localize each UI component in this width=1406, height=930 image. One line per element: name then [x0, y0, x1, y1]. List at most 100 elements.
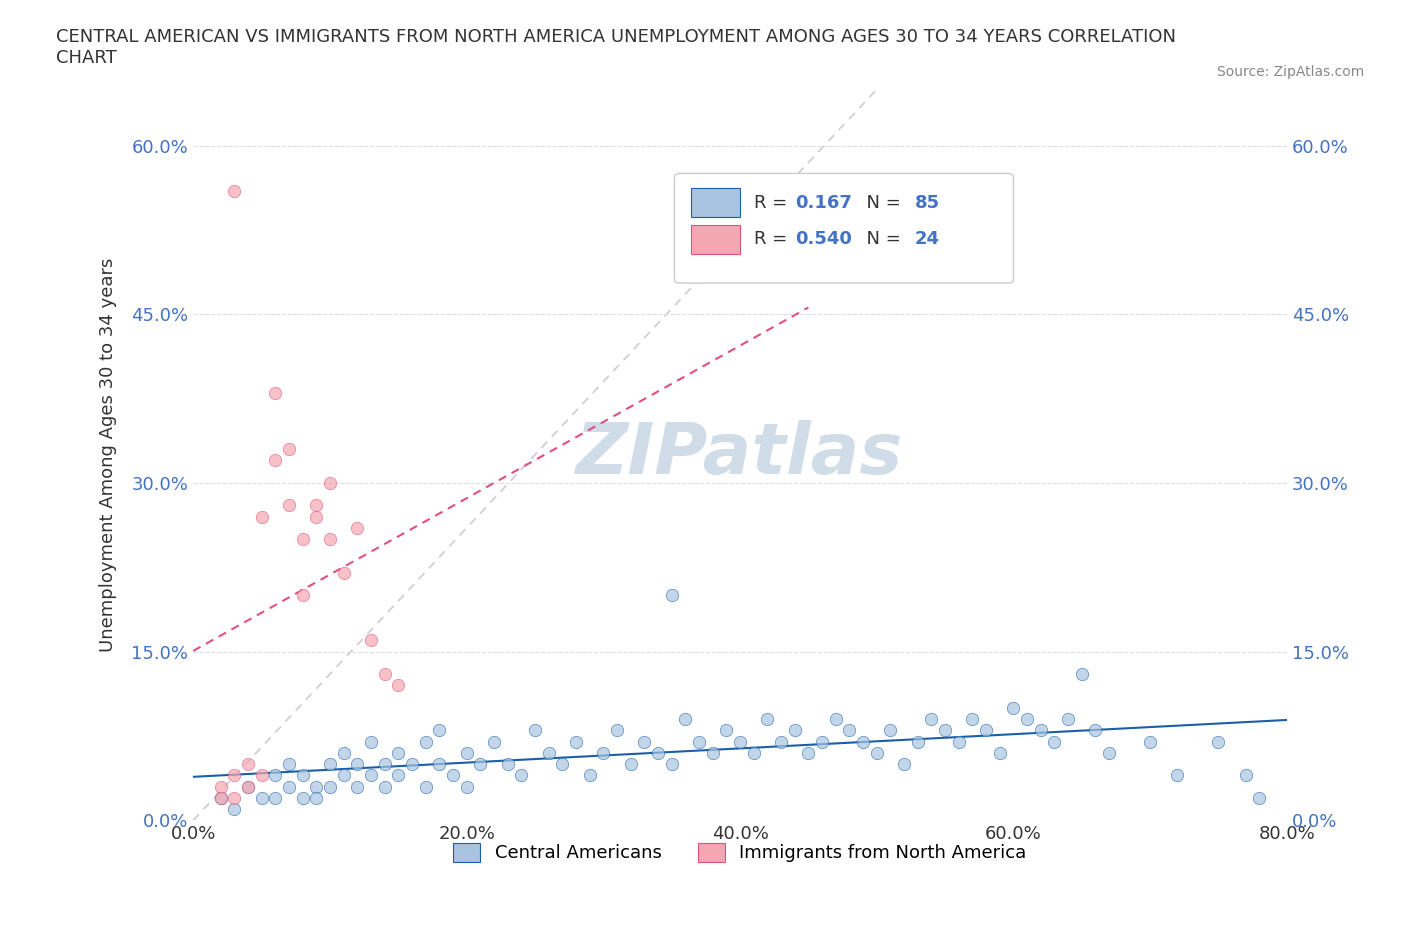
- FancyBboxPatch shape: [690, 225, 740, 254]
- Point: [277, 779, 299, 794]
- Point: [1084, 723, 1107, 737]
- Point: [264, 453, 287, 468]
- Point: [1057, 711, 1080, 726]
- Point: [305, 790, 328, 805]
- Point: [415, 734, 437, 749]
- Point: [305, 498, 328, 512]
- Point: [620, 757, 643, 772]
- Text: R =: R =: [754, 193, 793, 212]
- Point: [1070, 667, 1092, 682]
- Text: CENTRAL AMERICAN VS IMMIGRANTS FROM NORTH AMERICA UNEMPLOYMENT AMONG AGES 30 TO : CENTRAL AMERICAN VS IMMIGRANTS FROM NORT…: [56, 28, 1177, 67]
- Point: [250, 768, 273, 783]
- Point: [250, 510, 273, 525]
- Point: [456, 779, 478, 794]
- Point: [277, 757, 299, 772]
- Point: [948, 734, 970, 749]
- FancyBboxPatch shape: [690, 188, 740, 218]
- Text: 0.167: 0.167: [794, 193, 852, 212]
- Point: [236, 779, 259, 794]
- Point: [264, 768, 287, 783]
- Point: [592, 745, 614, 760]
- Legend: Central Americans, Immigrants from North America: Central Americans, Immigrants from North…: [446, 836, 1033, 870]
- Point: [360, 734, 382, 749]
- Point: [305, 779, 328, 794]
- Point: [811, 734, 834, 749]
- Point: [879, 723, 901, 737]
- Point: [305, 510, 328, 525]
- Text: 85: 85: [915, 193, 941, 212]
- Point: [1029, 723, 1052, 737]
- Point: [1208, 734, 1230, 749]
- Point: [264, 386, 287, 401]
- Point: [360, 768, 382, 783]
- Point: [728, 734, 751, 749]
- Point: [374, 757, 396, 772]
- Point: [716, 723, 738, 737]
- Point: [688, 734, 710, 749]
- FancyBboxPatch shape: [675, 174, 1014, 283]
- Point: [319, 532, 342, 547]
- Point: [742, 745, 765, 760]
- Point: [1249, 790, 1271, 805]
- Point: [633, 734, 655, 749]
- Text: ZIPatlas: ZIPatlas: [576, 420, 904, 489]
- Point: [291, 532, 314, 547]
- Point: [496, 757, 519, 772]
- Point: [374, 667, 396, 682]
- Point: [482, 734, 505, 749]
- Point: [224, 768, 246, 783]
- Point: [291, 790, 314, 805]
- Point: [565, 734, 588, 749]
- Point: [441, 768, 464, 783]
- Point: [277, 498, 299, 512]
- Point: [1043, 734, 1066, 749]
- Point: [332, 768, 354, 783]
- Point: [934, 723, 956, 737]
- Point: [470, 757, 492, 772]
- Point: [661, 757, 683, 772]
- Point: [537, 745, 560, 760]
- Point: [702, 745, 724, 760]
- Point: [332, 565, 354, 580]
- Point: [250, 790, 273, 805]
- Point: [1139, 734, 1161, 749]
- Point: [291, 588, 314, 603]
- Point: [673, 711, 696, 726]
- Point: [319, 757, 342, 772]
- Point: [893, 757, 915, 772]
- Point: [346, 757, 368, 772]
- Point: [920, 711, 942, 726]
- Point: [387, 745, 409, 760]
- Point: [415, 779, 437, 794]
- Point: [974, 723, 997, 737]
- Point: [578, 768, 600, 783]
- Text: N =: N =: [855, 193, 907, 212]
- Point: [291, 768, 314, 783]
- Point: [209, 779, 232, 794]
- Point: [661, 588, 683, 603]
- Point: [770, 734, 793, 749]
- Point: [346, 779, 368, 794]
- Point: [510, 768, 533, 783]
- Point: [866, 745, 889, 760]
- Point: [236, 757, 259, 772]
- Point: [332, 745, 354, 760]
- Point: [551, 757, 574, 772]
- Point: [524, 723, 547, 737]
- Point: [224, 802, 246, 817]
- Point: [797, 745, 820, 760]
- Point: [1098, 745, 1121, 760]
- Point: [907, 734, 929, 749]
- Point: [988, 745, 1011, 760]
- Point: [374, 779, 396, 794]
- Point: [427, 723, 450, 737]
- Point: [756, 711, 779, 726]
- Point: [824, 711, 846, 726]
- Text: Source: ZipAtlas.com: Source: ZipAtlas.com: [1216, 65, 1364, 79]
- Point: [387, 768, 409, 783]
- Point: [852, 734, 875, 749]
- Point: [224, 790, 246, 805]
- Text: N =: N =: [855, 231, 907, 248]
- Point: [783, 723, 806, 737]
- Point: [427, 757, 450, 772]
